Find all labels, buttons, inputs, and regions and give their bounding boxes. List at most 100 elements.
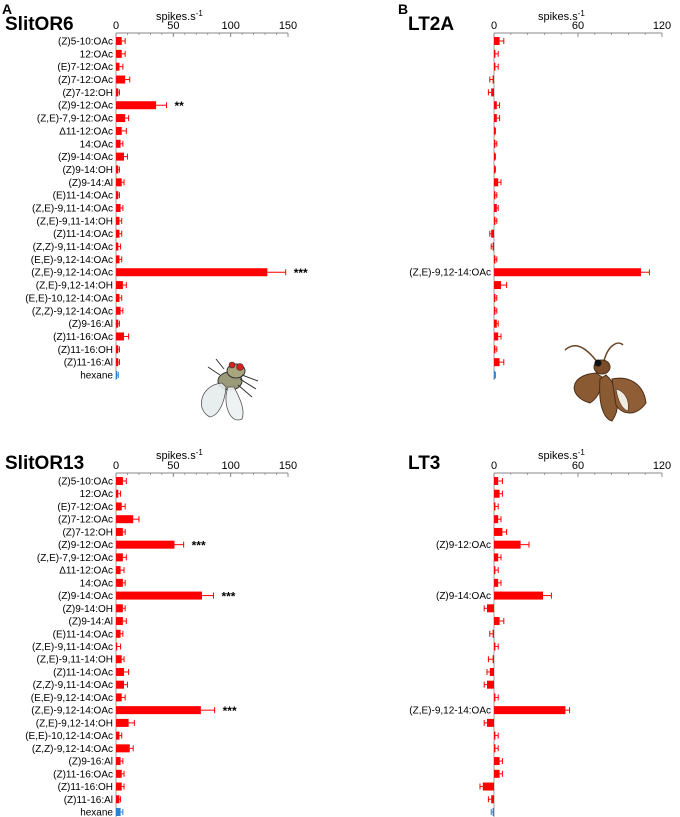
bar (116, 566, 121, 575)
category-label: (Z)9-16:Al (69, 319, 113, 330)
bar (494, 527, 503, 536)
category-label: (Z,Z)-9,11-14:OAc (33, 680, 113, 691)
bar (116, 629, 121, 638)
x-tick-label: 50 (167, 20, 179, 32)
bar (494, 306, 496, 315)
category-label: (Z)11-14:OAc (53, 667, 113, 678)
bar (494, 769, 500, 778)
bar (116, 782, 122, 791)
bar (116, 706, 201, 715)
category-label: (E,E)-10,12-14:OAc (25, 293, 113, 304)
bar (116, 591, 202, 600)
bar (116, 527, 123, 536)
category-label: (E,E)-9,12-14:OAc (31, 693, 113, 704)
bar (116, 617, 123, 626)
category-label: (Z,Z)-9,11-14:OAc (33, 242, 113, 253)
bar (116, 744, 130, 753)
bar (116, 540, 175, 549)
category-label: (Z,E)-9,12-14:OAc (409, 706, 491, 717)
category-label: (Z)9-14:OH (62, 165, 113, 176)
bar (487, 604, 494, 613)
category-label: (Z)5-10:OAc (58, 37, 113, 48)
bar (116, 358, 119, 367)
x-axis-unit-label: spikes.s-1 (156, 9, 203, 23)
category-label: (Z)11-16:OAc (53, 769, 113, 780)
bar (116, 731, 120, 740)
bar (482, 782, 494, 791)
category-label: 12:OAc (80, 49, 113, 60)
bar (116, 319, 119, 328)
significance-label: *** (221, 590, 235, 604)
bar (494, 706, 566, 715)
bar (116, 655, 122, 664)
bar (116, 49, 122, 58)
bar (491, 88, 494, 97)
bar (494, 578, 499, 587)
panel-letter-a: A (2, 1, 12, 17)
bar (116, 502, 122, 511)
bar (494, 255, 496, 264)
bar (116, 126, 122, 135)
bar (116, 769, 122, 778)
bar (116, 88, 119, 97)
bar (116, 293, 120, 302)
panel-slitor6: SlitOR6 spikes.s-1 0 50 100 150 (Z)5-10:OAc12:… (5, 9, 308, 382)
significance-label: *** (294, 266, 308, 280)
bar (494, 757, 500, 766)
bar (494, 731, 496, 740)
bar (494, 358, 500, 367)
x-tick-label: 0 (113, 460, 119, 472)
chart-title: SlitOR6 (5, 14, 74, 35)
category-label: (Z)9-14:Al (69, 617, 113, 628)
category-label: (Z)9-16:Al (69, 757, 113, 768)
fly-icon (201, 358, 259, 421)
category-label: (Z,Z)-9,12-14:OAc (32, 744, 113, 755)
bar (116, 477, 123, 485)
bar (491, 229, 494, 238)
category-label: (Z,E)-9,12-14:OH (36, 718, 113, 729)
category-label: (Z,E)-9,12-14:OH (36, 281, 113, 292)
bar (487, 718, 494, 727)
bar (116, 693, 122, 702)
bar (494, 49, 496, 58)
category-label: hexane (80, 371, 113, 382)
category-label: (Z,E)-9,11-14:OH (37, 216, 114, 227)
bar (492, 629, 494, 638)
category-label: (Z)11-16:OAc (53, 332, 113, 343)
x-tick-label: 50 (167, 460, 179, 472)
x-tick-label: 150 (279, 20, 297, 32)
bar (116, 152, 125, 161)
bar (494, 191, 496, 200)
bar (116, 101, 157, 110)
bar (494, 515, 499, 524)
bar (116, 642, 118, 651)
category-label: (E,E)-9,12-14:OAc (31, 255, 113, 266)
bar (494, 489, 500, 498)
category-label: (Z,E)-7,9-12:OAc (37, 114, 113, 125)
category-label: (Z,E)-9,12-14:OAc (31, 706, 113, 717)
panel-lt3: LT3 spikes.s-1 0 60 120 (Z)9-12:OAc (Z)9-14:OA… (408, 448, 671, 817)
bar (494, 114, 497, 123)
bar (116, 204, 121, 212)
bar (116, 191, 119, 200)
category-label: (Z)9-14:OAc (58, 591, 113, 602)
bar (494, 553, 499, 562)
x-axis-unit-label: spikes.s-1 (156, 448, 203, 462)
category-label: (Z)7-12:OAc (58, 75, 113, 86)
bar (116, 306, 121, 315)
category-label: Δ11-12:OAc (59, 566, 113, 577)
category-label: (Z)7-12:OH (62, 527, 113, 538)
category-label: (Z,E)-9,12-14:OAc (31, 268, 113, 279)
significance-label: *** (223, 704, 237, 718)
bar (116, 332, 125, 341)
bar (116, 255, 120, 264)
x-axis-unit-label: spikes.s-1 (538, 448, 585, 462)
chart-title: LT3 (408, 453, 440, 474)
bar (492, 242, 494, 251)
category-label: (Z)11-16:Al (64, 795, 113, 806)
bar (492, 808, 494, 816)
bar (494, 693, 496, 702)
category-label: (E)7-12:OAc (57, 62, 113, 73)
bar (494, 540, 521, 549)
bar (494, 502, 496, 511)
